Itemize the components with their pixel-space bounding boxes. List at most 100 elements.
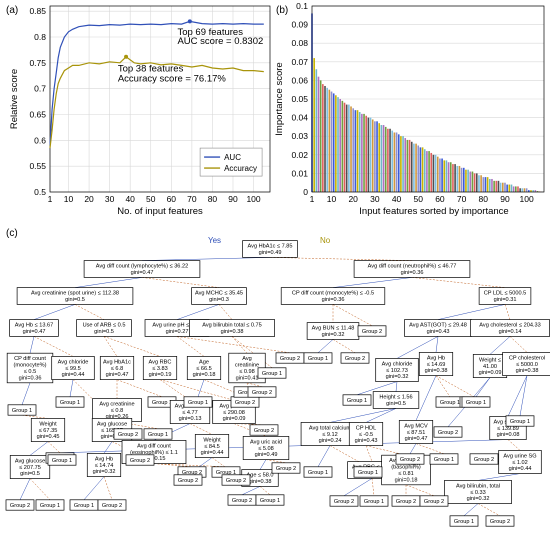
node-box <box>433 426 463 438</box>
leaf-node: Group 1 <box>143 428 173 440</box>
tree-edge <box>507 439 521 451</box>
node-text: CP LDL ≤ 5000.5 <box>484 291 527 297</box>
node-text: gini=0.49 <box>255 452 278 458</box>
tree-edge <box>415 443 445 455</box>
tree-edge <box>415 375 437 421</box>
importance-bar <box>430 152 433 192</box>
tree-edge <box>29 478 51 500</box>
leaf-node: Group 2 <box>227 494 257 506</box>
tree-edge <box>21 414 49 419</box>
node-text: ≤ 165.67 <box>101 428 123 434</box>
leaf-node: Group 1 <box>257 367 287 379</box>
node-text: Group 2 <box>438 430 458 436</box>
no-label: No <box>320 236 331 245</box>
x-tick-label: 50 <box>414 194 424 204</box>
tree-edge <box>477 503 501 517</box>
importance-bar <box>367 117 370 192</box>
tree-edge <box>395 381 398 392</box>
node-text: Avg bilirubin, total <box>456 483 500 489</box>
node-text: gini=0.18 <box>395 477 418 483</box>
panel-b-letter: (b) <box>276 5 288 16</box>
node-text: gini=0.14 <box>499 329 522 335</box>
node-text: Avg MCHC ≤ 35.45 <box>195 291 243 297</box>
node-box <box>9 319 59 337</box>
leaf-node: Group 2 <box>340 352 370 364</box>
importance-bar <box>330 91 333 192</box>
tree-edge <box>259 459 267 470</box>
importance-bar <box>313 58 315 192</box>
node-box <box>505 415 535 427</box>
tree-edge <box>153 463 193 468</box>
node-text: ≤ 14.69 <box>427 362 446 368</box>
node-box <box>359 495 389 507</box>
node-text: Group 1 <box>434 457 454 463</box>
importance-bar <box>491 178 493 192</box>
node-box <box>485 515 515 527</box>
node-text: gini=0.27 <box>166 329 189 335</box>
tree-edge <box>411 277 506 288</box>
node-text: gini=0.26 <box>106 414 129 420</box>
node-text: Avg cholesterol ≤ 204.33 <box>479 323 540 329</box>
node-text: gini=0.38 <box>425 368 448 374</box>
node-text: Avg MCV <box>404 423 428 429</box>
y-tick-label: 0.6 <box>34 135 46 145</box>
node-text: Group 1 <box>188 400 208 406</box>
importance-bar <box>471 171 474 192</box>
node-text: Group 1 <box>364 499 384 505</box>
node-text: Group 2 <box>118 432 138 438</box>
importance-bar <box>473 173 476 192</box>
node-text: ≤ 9.12 <box>322 432 338 438</box>
importance-bar <box>452 164 454 192</box>
importance-bar <box>512 186 515 192</box>
node-text: Weight ≤ <box>479 357 501 363</box>
importance-bar <box>324 85 326 192</box>
best-point-auc <box>187 19 192 24</box>
node-text: Avg uric acid <box>250 439 282 445</box>
importance-bar <box>434 154 437 192</box>
importance-bar <box>378 123 381 192</box>
tree-edge <box>519 375 528 416</box>
leaf-node: Group 2 <box>247 386 277 398</box>
x-tick-label: 30 <box>370 194 380 204</box>
leaf-node: Group 1 <box>55 396 85 408</box>
chart-a: 0.5 0.55 0.6 0.65 0.7 0.75 0.8 0.85 1 10 20 30 40 50 6… <box>9 5 271 217</box>
panel-c-letter: (c) <box>6 228 18 239</box>
node-text: Group 2 <box>424 499 444 505</box>
node-text: Avg glucose <box>15 458 45 464</box>
node-text: Avg Hb ≤ 13.67 <box>15 323 53 329</box>
node-text: Group 1 <box>308 356 328 362</box>
importance-bar <box>445 160 448 192</box>
importance-bar <box>335 95 337 192</box>
importance-bar <box>504 182 506 192</box>
node-text: Group 2 <box>226 478 246 484</box>
leaf-node: Group 1 <box>7 404 37 416</box>
tree-edge <box>435 375 451 397</box>
leaf-node: Group 2 <box>230 396 260 408</box>
tree-edge <box>507 375 528 417</box>
node-text: Use of ARB ≤ 0.5 <box>83 323 126 329</box>
tree-edge <box>329 408 397 423</box>
tree-edge <box>29 441 49 456</box>
leaf-node: Group 1 <box>47 454 77 466</box>
node-text: gini=0.09 <box>479 370 502 376</box>
leaf-node: Group 1 <box>303 466 333 478</box>
node-text: Avg creatinine <box>99 401 134 407</box>
node-text: Avg glucose <box>97 421 127 427</box>
node-text: ≤ 4.77 <box>182 410 198 416</box>
node-box <box>47 454 77 466</box>
legend-box <box>199 147 263 177</box>
importance-bar <box>499 182 502 192</box>
importance-bar <box>497 180 500 192</box>
node-text: ≤ 1.02 <box>512 460 528 466</box>
importance-bar <box>480 175 482 192</box>
x-tick-label: 60 <box>435 194 445 204</box>
leaf-node: Group 2 <box>5 499 35 511</box>
y-tick-label: 0.07 <box>291 57 308 67</box>
importance-bar <box>530 190 532 192</box>
split-node: Avg diff count (lymphocyte%) ≤ 36.22gini… <box>83 260 201 278</box>
